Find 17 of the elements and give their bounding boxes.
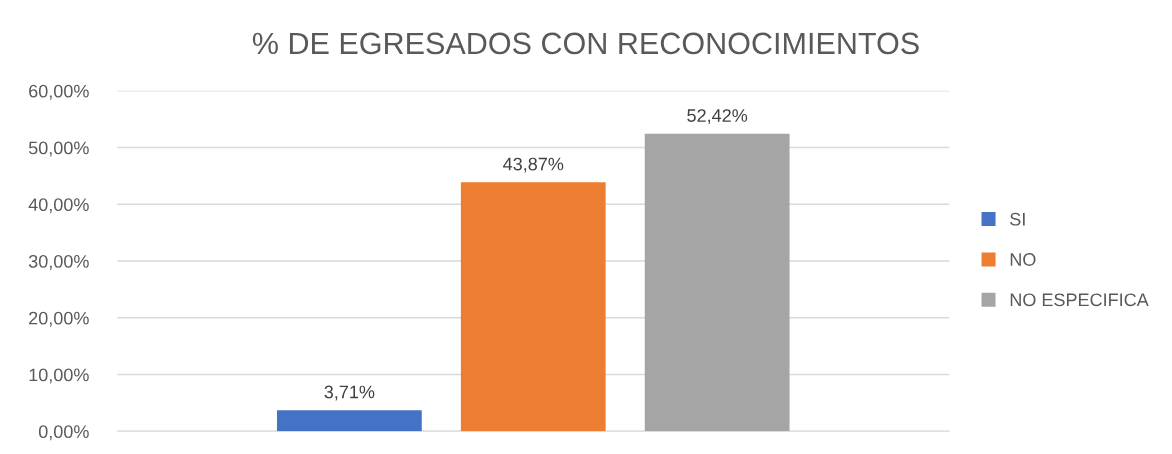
data-label: 52,42% [687, 109, 748, 125]
data-label: 3,71% [324, 385, 375, 401]
y-tick-label: 30,00% [28, 254, 89, 270]
legend-label: SI [1010, 212, 1025, 226]
y-tick-label: 0,00% [38, 425, 89, 441]
y-tick-label: 20,00% [29, 311, 89, 327]
bar [276, 410, 422, 432]
bar [644, 133, 790, 432]
legend-label: NO [1010, 253, 1036, 266]
y-tick-label: 60,00% [29, 84, 89, 100]
chart-title: % DE EGRESADOS CON RECONOCIMIENTOS [252, 32, 919, 55]
bar [460, 182, 606, 432]
data-label: 43,87% [503, 157, 564, 173]
y-tick-label: 40,00% [28, 198, 89, 214]
y-tick-label: 10,00% [29, 368, 89, 384]
legend-label: NO ESPECIFICA [1010, 293, 1149, 307]
y-tick-label: 50,00% [28, 141, 89, 157]
